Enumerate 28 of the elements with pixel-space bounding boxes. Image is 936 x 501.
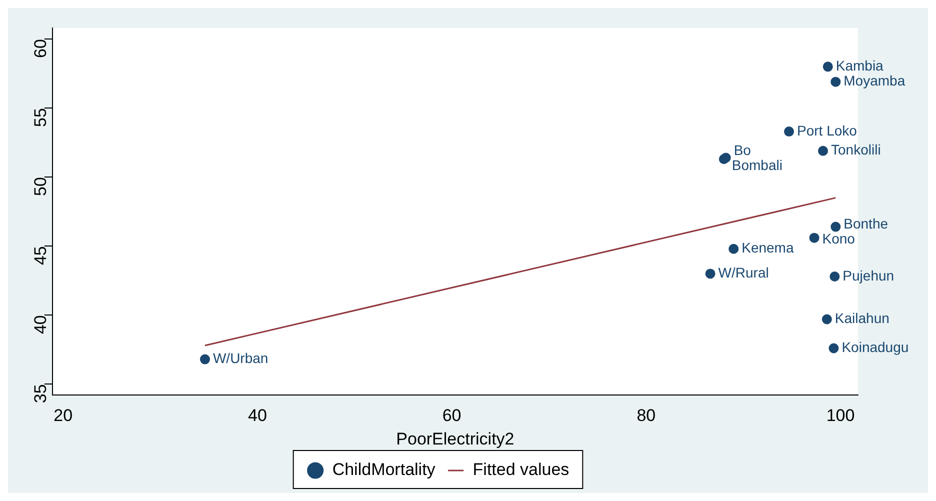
y-tick-label: 60 (31, 39, 50, 58)
x-tick-label: 20 (54, 406, 73, 426)
annotation: Pujehun (842, 267, 894, 284)
annotation: Kono (822, 230, 856, 247)
legend-label: ChildMortality (332, 460, 436, 480)
annotation: Kambia (836, 58, 884, 74)
y-tick-label: 40 (31, 315, 50, 334)
annotation: Moyamba (844, 72, 906, 89)
annotation: Tonkolili (831, 142, 881, 158)
legend-label: Fitted values (472, 460, 570, 480)
y-tick-label: 45 (31, 246, 50, 266)
annotation: Kenema (742, 240, 794, 256)
y-tick-label: 50 (31, 177, 50, 196)
annotation: Port Loko (797, 122, 858, 138)
x-tick-label: 100 (826, 406, 855, 426)
y-tick-label: 35 (31, 384, 50, 404)
x-tick-label: 60 (442, 406, 462, 426)
annotation: Kailahun (834, 310, 890, 326)
annotation: Bonthe (844, 216, 888, 232)
annotation: W/Rural (718, 264, 769, 281)
y-tick-label: 55 (31, 108, 50, 127)
x-tick-label: 80 (636, 406, 656, 426)
annotation: Bombali (732, 156, 782, 173)
annotation: Koinadugu (842, 339, 909, 356)
annotation: Bo (734, 142, 752, 158)
x-axis-title: PoorElectricity2 (396, 429, 514, 448)
x-tick-label: 40 (248, 406, 267, 426)
annotation: W/Urban (212, 350, 268, 366)
